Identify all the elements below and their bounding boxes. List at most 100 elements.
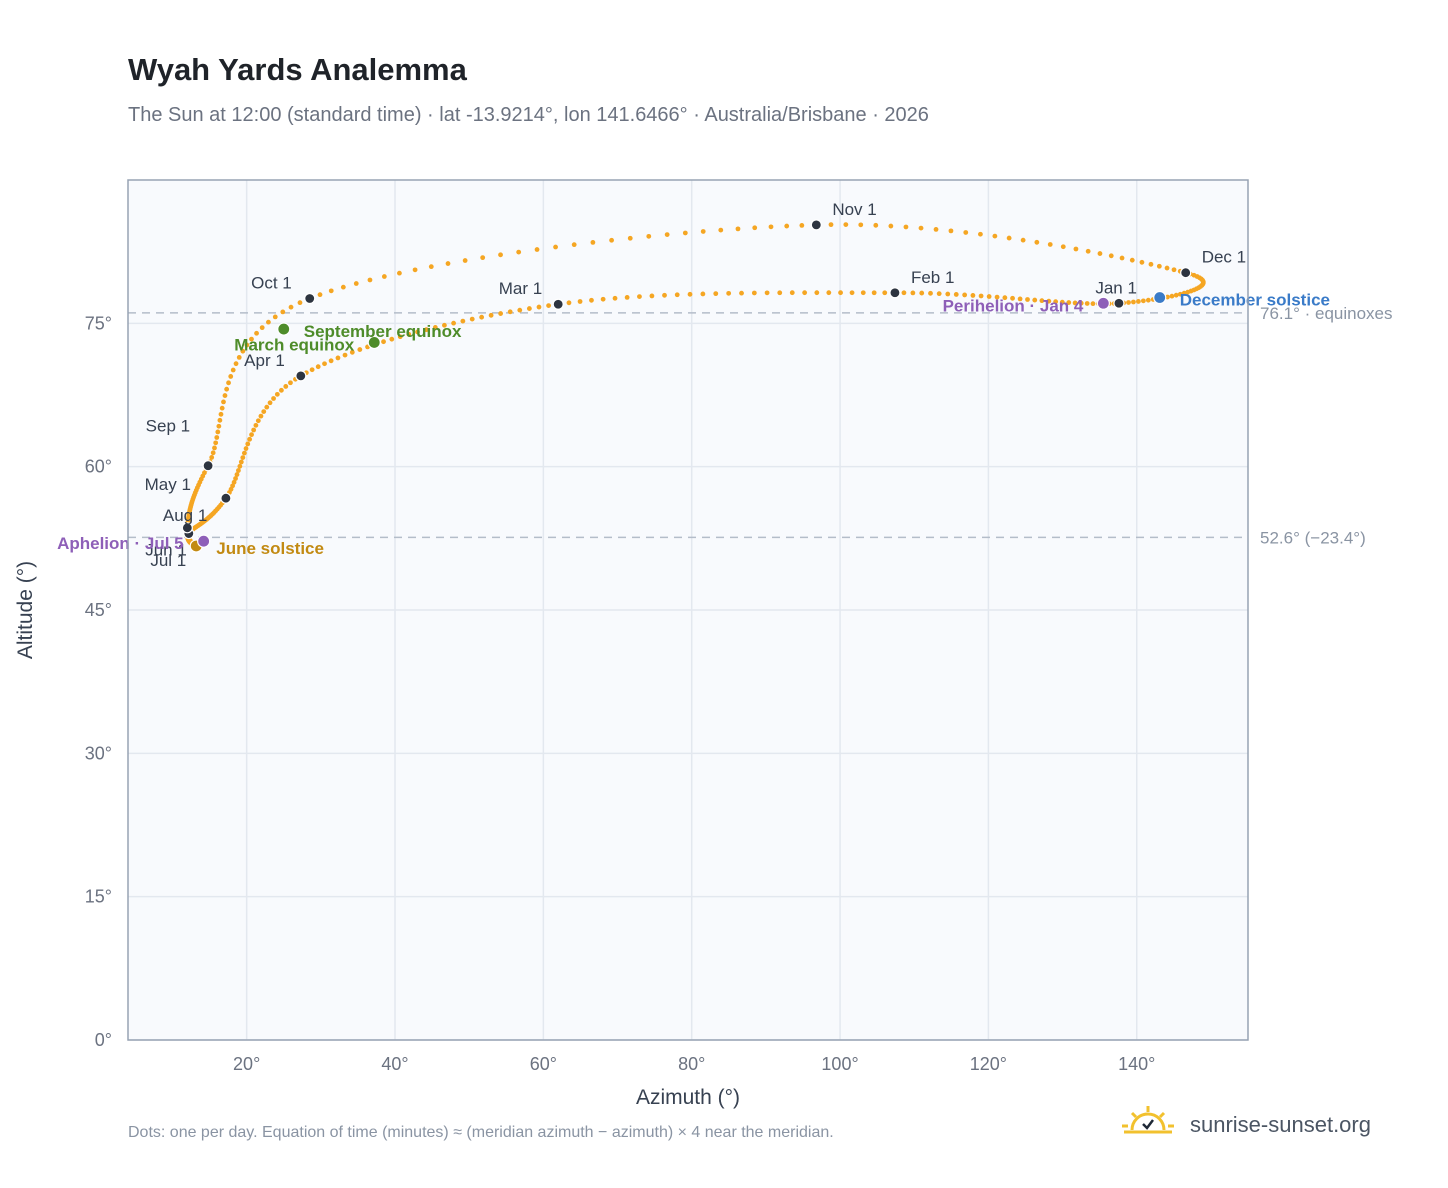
day-dot xyxy=(288,304,294,310)
day-dot xyxy=(238,459,244,465)
day-dot xyxy=(1108,253,1114,259)
month-marker-label: Feb 1 xyxy=(911,268,954,287)
day-dot xyxy=(1032,297,1038,303)
day-dot xyxy=(860,290,866,296)
day-dot xyxy=(451,320,456,326)
day-dot xyxy=(1034,239,1040,245)
day-dot xyxy=(918,225,924,231)
day-dot xyxy=(315,364,321,370)
day-dot xyxy=(799,223,805,228)
day-dot xyxy=(1148,261,1154,267)
day-dot xyxy=(335,355,341,361)
day-dot xyxy=(814,290,820,296)
day-dot xyxy=(953,292,959,297)
day-dot xyxy=(267,400,273,406)
day-dot xyxy=(1177,291,1183,297)
day-dot xyxy=(1010,295,1015,301)
day-dot xyxy=(828,222,834,228)
day-dot xyxy=(1073,246,1079,252)
month-marker xyxy=(1180,267,1192,279)
day-dot xyxy=(784,223,790,229)
day-dot xyxy=(919,290,925,296)
day-dot xyxy=(718,227,724,233)
day-dot xyxy=(933,226,939,232)
y-tick-label: 15° xyxy=(85,887,112,907)
y-tick-label: 30° xyxy=(85,743,112,763)
event-label: March equinox xyxy=(234,335,355,354)
day-dot xyxy=(212,445,217,451)
day-dot xyxy=(283,384,289,389)
day-dot xyxy=(236,468,241,473)
day-dot xyxy=(994,294,1000,300)
day-dot xyxy=(432,325,438,330)
day-dot xyxy=(674,292,680,298)
tick-labels: 20° 40° 60° 80° 100° 120° 140° 0° 15° 30° 45° 60° 75… xyxy=(85,313,1156,1074)
day-dot xyxy=(903,224,909,230)
day-dot xyxy=(389,336,395,342)
day-dot xyxy=(627,235,633,241)
day-dot xyxy=(1164,265,1170,271)
day-dot xyxy=(215,429,221,435)
day-dot xyxy=(624,294,630,300)
day-dot xyxy=(480,255,486,261)
x-tick-label: 100° xyxy=(821,1054,858,1074)
day-dot xyxy=(577,299,583,304)
day-dot xyxy=(534,247,540,252)
day-dot xyxy=(240,348,246,354)
event-label: June solstice xyxy=(216,539,324,558)
day-dot xyxy=(253,422,259,428)
day-dot xyxy=(553,244,558,250)
day-dot xyxy=(261,409,267,414)
day-dot xyxy=(637,294,642,300)
day-dot xyxy=(1053,299,1059,305)
month-marker xyxy=(552,298,564,310)
day-dot xyxy=(1006,235,1012,241)
day-dot xyxy=(254,330,259,336)
day-dot xyxy=(751,290,757,296)
day-dot xyxy=(228,374,234,379)
day-dot xyxy=(328,358,334,364)
day-dot xyxy=(838,290,843,296)
day-dot xyxy=(1139,259,1145,265)
day-dot xyxy=(546,303,552,308)
day-dot xyxy=(243,446,249,451)
day-dot xyxy=(216,423,222,429)
day-dot xyxy=(264,404,270,410)
day-dot xyxy=(777,290,783,296)
day-dot xyxy=(462,258,468,263)
day-dot xyxy=(1140,298,1146,304)
brand-logo[interactable]: sunrise-sunset.org xyxy=(1120,1104,1390,1146)
day-dot xyxy=(279,387,284,393)
day-dot xyxy=(687,291,693,297)
month-marker xyxy=(889,287,901,299)
day-dot xyxy=(224,386,230,392)
day-dot xyxy=(700,229,706,234)
day-dot xyxy=(1129,257,1135,263)
month-marker-label: Jan 1 xyxy=(1095,278,1137,297)
day-dot xyxy=(213,440,219,446)
day-dot xyxy=(1145,297,1151,303)
day-dot xyxy=(517,307,523,313)
day-dot xyxy=(249,336,254,342)
day-dot xyxy=(353,281,359,286)
day-dot xyxy=(272,314,278,320)
day-dot xyxy=(936,291,942,297)
day-dot xyxy=(214,435,220,440)
day-dot xyxy=(609,237,614,243)
day-dot xyxy=(479,314,485,320)
day-dot xyxy=(428,264,434,270)
day-dot xyxy=(1017,296,1023,302)
x-tick-label: 140° xyxy=(1118,1054,1155,1074)
day-dot xyxy=(328,288,334,294)
day-dot xyxy=(460,318,466,324)
day-dot xyxy=(498,311,504,316)
day-dot xyxy=(649,293,655,299)
day-dot xyxy=(226,380,231,386)
day-dot xyxy=(978,293,984,299)
day-dot xyxy=(590,240,596,245)
month-marker xyxy=(220,492,232,504)
day-dot xyxy=(245,441,251,447)
month-marker-label: Aug 1 xyxy=(163,506,207,525)
day-dot xyxy=(230,367,236,373)
